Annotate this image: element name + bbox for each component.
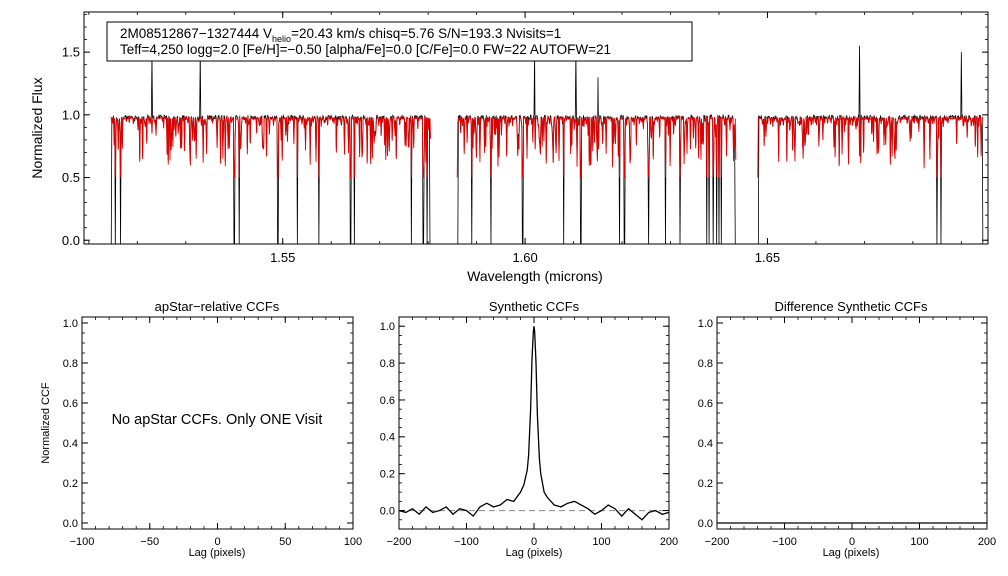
spectrum-panel: 1.55 1.60 1.65 0.0 0.5 1.0 1.5 2M08512867−1327… (29, 11, 989, 284)
spectrum-series (110, 45, 984, 244)
difference-ccf-ytick-label: 0.2 (698, 478, 713, 490)
synthetic-ccf-ytick-label: 0.2 (380, 469, 395, 481)
apstar-ccf-ylabel: Normalized CCF (40, 382, 52, 464)
apstar-ccf-panel: apStar−relative CCFs −100 −50 0 50 100 0.0 0.2… (40, 299, 362, 559)
apstar-ccf-ytick-label: 0.2 (63, 478, 78, 490)
difference-ccf-ytick-label: 0.6 (698, 398, 713, 410)
apstar-ccf-ytick-label: 0.4 (63, 438, 78, 450)
synthetic-ccf-line (398, 326, 670, 521)
synthetic-ccf-ticks: −200 −100 0 100 200 0.0 0.2 0.4 0.6 0.8 1.0 (380, 316, 678, 548)
synthetic-ccf-data (398, 326, 670, 521)
spectrum-ylabel: Normalized Flux (29, 77, 45, 178)
difference-ccf-title: Difference Synthetic CCFs (775, 299, 928, 314)
difference-ccf-ytick-label: 0.0 (698, 518, 713, 530)
difference-ccf-xtick-label: −100 (772, 536, 797, 548)
apstar-ccf-xlabel: Lag (pixels) (189, 547, 246, 559)
apstar-ccf-ytick-label: 0.8 (63, 358, 78, 370)
observed-spectrum-line (757, 45, 984, 244)
synthetic-ccf-xtick-label: −100 (454, 536, 479, 548)
synthetic-ccf-ytick-label: 0.8 (380, 358, 395, 370)
difference-ccf-xtick-label: 0 (849, 536, 855, 548)
difference-ccf-ytick-label: 0.8 (698, 358, 713, 370)
info-box (106, 21, 693, 62)
spectrum-xlabel: Wavelength (microns) (467, 268, 603, 284)
difference-ccf-xtick-label: 100 (910, 536, 928, 548)
apstar-ccf-ytick-label: 1.0 (63, 318, 78, 330)
synthetic-ccf-ytick-label: 0.0 (380, 505, 395, 517)
difference-ccf-ytick-label: 0.4 (698, 438, 713, 450)
difference-ccf-panel: Difference Synthetic CCFs −200 −100 0 100 20… (698, 299, 996, 559)
model-spectrum-line (757, 115, 984, 178)
difference-ccf-xtick-label: −200 (705, 536, 730, 548)
synthetic-ccf-xtick-label: −200 (387, 536, 412, 548)
model-spectrum-line (110, 115, 432, 178)
spectrum-xtick-label: 1.65 (755, 250, 780, 265)
apstar-ccf-title: apStar−relative CCFs (155, 299, 280, 314)
spectrum-xtick-label: 1.60 (512, 250, 537, 265)
difference-ccf-ytick-label: 1.0 (698, 318, 713, 330)
model-spectrum-line (456, 115, 737, 178)
observed-spectrum-line (110, 52, 431, 244)
difference-ccf-xtick-label: 200 (978, 536, 996, 548)
apstar-ccf-xtick-label: 50 (279, 536, 291, 548)
apstar-ccf-ticks: −100 −50 0 50 100 0.0 0.2 0.4 0.6 0.8 1.0 (63, 317, 362, 548)
apstar-ccf-xtick-label: 0 (214, 536, 220, 548)
apstar-ccf-ytick-label: 0.6 (63, 398, 78, 410)
synthetic-ccf-xlabel: Lag (pixels) (506, 547, 563, 559)
synthetic-ccf-xtick-label: 100 (592, 536, 610, 548)
info-line-1: 2M08512867−1327444 Vhelio=20.43 km/s chi… (120, 26, 561, 44)
synthetic-ccf-ytick-label: 1.0 (380, 321, 395, 333)
difference-ccf-xlabel: Lag (pixels) (823, 547, 880, 559)
synthetic-ccf-ytick-label: 0.6 (380, 395, 395, 407)
apstar-ccf-xtick-label: −50 (140, 536, 159, 548)
spectrum-xtick-label: 1.55 (270, 250, 295, 265)
spectrum-ytick-label: 1.0 (62, 107, 80, 122)
synthetic-ccf-panel: Synthetic CCFs −200 −100 0 100 200 0.0 0.2 0.4 0… (380, 299, 678, 559)
synthetic-ccf-xtick-label: 200 (660, 536, 678, 548)
info-line-2: Teff=4,250 logg=2.0 [Fe/H]=−0.50 [alpha/… (120, 42, 611, 57)
synthetic-ccf-xtick-label: 0 (531, 536, 537, 548)
spectrum-ytick-label: 0.0 (62, 233, 80, 248)
apstar-ccf-xtick-label: 100 (344, 536, 362, 548)
synthetic-ccf-ytick-label: 0.4 (380, 432, 395, 444)
difference-ccf-ticks: −200 −100 0 100 200 0.0 0.2 0.4 0.6 0.8 1.0 (698, 317, 996, 548)
spectrum-ticks: 1.55 1.60 1.65 0.0 0.5 1.0 1.5 (62, 12, 988, 265)
spectrum-lines (110, 45, 984, 244)
apstar-ccf-message: No apStar CCFs. Only ONE Visit (112, 412, 323, 428)
synthetic-ccf-frame (398, 316, 670, 530)
spectrum-ytick-label: 0.5 (62, 170, 80, 185)
spectrum-ytick-label: 1.5 (62, 45, 80, 60)
difference-ccf-frame (716, 316, 988, 530)
apstar-ccf-ytick-label: 0.0 (63, 518, 78, 530)
synthetic-ccf-title: Synthetic CCFs (489, 299, 580, 314)
apstar-ccf-xtick-label: −100 (70, 536, 95, 548)
spectrum-plot-frame (83, 11, 989, 245)
